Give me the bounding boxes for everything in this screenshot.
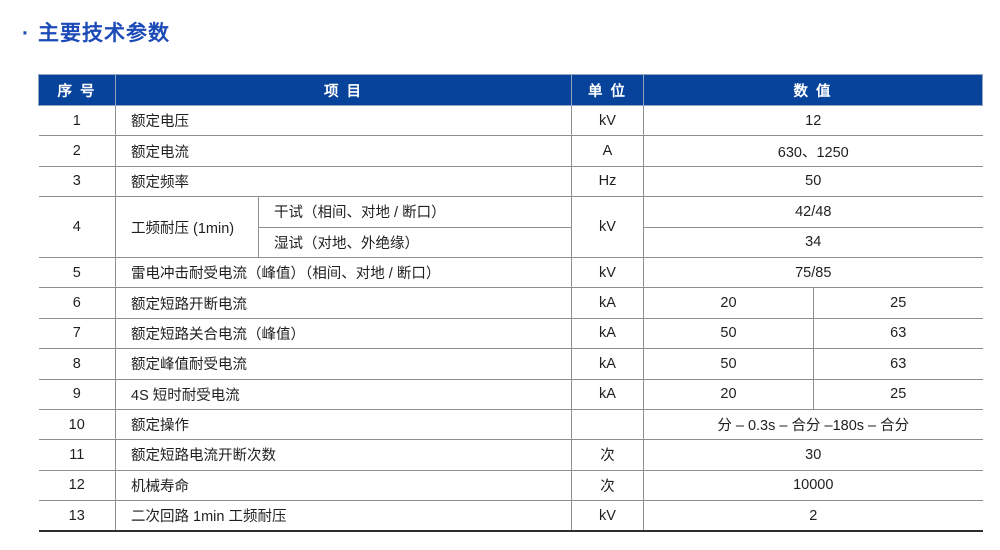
cell-seq: 9: [38, 378, 116, 410]
cell-item: 额定短路电流开断次数: [115, 439, 572, 471]
cell-unit: A: [571, 135, 644, 167]
cell-value-right: 63: [813, 317, 983, 350]
cell-value: 2: [643, 500, 983, 532]
cell-seq: 13: [38, 500, 116, 532]
cell-unit: kA: [571, 348, 644, 380]
cell-unit: kA: [571, 378, 644, 410]
table-row: 7 额定短路关合电流（峰值） kA 50 63: [38, 317, 983, 350]
cell-value: 75/85: [643, 256, 983, 289]
cell-value-left: 50: [643, 317, 814, 350]
cell-value-left: 20: [643, 287, 814, 319]
cell-unit: Hz: [571, 165, 644, 198]
table-header-row: 序 号 项 目 单 位 数 值: [38, 74, 983, 106]
cell-unit: 次: [571, 439, 644, 471]
cell-item: 4S 短时耐受电流: [115, 378, 572, 410]
cell-seq: 10: [38, 408, 116, 441]
header-item: 项 目: [115, 74, 572, 106]
cell-item: 额定频率: [115, 165, 572, 198]
cell-seq: 6: [38, 287, 116, 319]
technical-parameters-table: 序 号 项 目 单 位 数 值 1 额定电压 kV 12 2 额定电流 A 63…: [38, 74, 983, 532]
cell-seq: 1: [38, 104, 116, 137]
cell-item: 额定短路开断电流: [115, 287, 572, 319]
cell-unit: kV: [571, 104, 644, 137]
cell-seq: 11: [38, 439, 116, 471]
header-value: 数 值: [643, 74, 983, 106]
cell-item: 额定电压: [115, 104, 572, 137]
cell-sub-item: 干试（相间、对地 / 断口）: [258, 196, 572, 228]
table-row: 11 额定短路电流开断次数 次 30: [38, 439, 983, 471]
cell-unit: kA: [571, 287, 644, 319]
header-unit: 单 位: [571, 74, 644, 106]
cell-value-right: 25: [813, 287, 983, 319]
table-row: 13 二次回路 1min 工频耐压 kV 2: [38, 500, 983, 532]
cell-value-left: 50: [643, 348, 814, 380]
cell-value: 12: [643, 104, 983, 137]
cell-seq: 8: [38, 348, 116, 380]
cell-value: 630、1250: [643, 135, 983, 167]
page-title-text: 主要技术参数: [38, 22, 170, 45]
table-row: 8 额定峰值耐受电流 kA 50 63: [38, 348, 983, 380]
cell-value: 42/48: [643, 196, 983, 228]
page-title: · 主要技术参数: [22, 17, 170, 47]
cell-value-left: 20: [643, 378, 814, 410]
cell-value-right: 63: [813, 348, 983, 380]
table-row: 6 额定短路开断电流 kA 20 25: [38, 287, 983, 319]
cell-sub-item: 湿试（对地、外绝缘）: [258, 226, 572, 258]
table-row: 4 工频耐压 (1min) 干试（相间、对地 / 断口） kV 42/48: [38, 196, 983, 258]
table-row: 10 额定操作 分 – 0.3s – 合分 –180s – 合分: [38, 408, 983, 441]
cell-item: 额定峰值耐受电流: [115, 348, 572, 380]
cell-unit: kV: [571, 196, 644, 258]
table-row: 1 额定电压 kV 12: [38, 104, 983, 137]
table-row: 湿试（对地、外绝缘） 34: [39, 226, 983, 258]
table-row: 3 额定频率 Hz 50: [38, 165, 983, 198]
cell-seq: 3: [38, 165, 116, 198]
table-row: 12 机械寿命 次 10000: [38, 469, 983, 502]
cell-value-right: 25: [813, 378, 983, 410]
cell-value: 34: [643, 226, 983, 258]
cell-seq: 7: [38, 317, 116, 350]
cell-value: 10000: [643, 469, 983, 502]
cell-unit: kA: [571, 317, 644, 350]
cell-unit: kV: [571, 500, 644, 532]
cell-item: 额定短路关合电流（峰值）: [115, 317, 572, 350]
cell-item: 工频耐压 (1min): [115, 196, 259, 258]
table-row: 5 雷电冲击耐受电流（峰值）（相间、对地 / 断口） kV 75/85: [38, 256, 983, 289]
cell-item: 二次回路 1min 工频耐压: [115, 500, 572, 532]
cell-seq: 2: [38, 135, 116, 167]
cell-value: 30: [643, 439, 983, 471]
cell-seq: 5: [38, 256, 116, 289]
cell-unit: [571, 408, 644, 441]
cell-item: 额定操作: [115, 408, 572, 441]
title-bullet-icon: ·: [22, 22, 30, 45]
cell-unit: kV: [571, 256, 644, 289]
cell-item: 雷电冲击耐受电流（峰值）（相间、对地 / 断口）: [115, 256, 572, 289]
header-seq: 序 号: [38, 74, 116, 106]
cell-seq: 12: [38, 469, 116, 502]
table-row: 9 4S 短时耐受电流 kA 20 25: [38, 378, 983, 410]
cell-unit: 次: [571, 469, 644, 502]
cell-value: 分 – 0.3s – 合分 –180s – 合分: [643, 408, 983, 441]
cell-value: 50: [643, 165, 983, 198]
cell-seq: 4: [38, 196, 116, 258]
table-row: 2 额定电流 A 630、1250: [38, 135, 983, 167]
cell-item: 机械寿命: [115, 469, 572, 502]
cell-item: 额定电流: [115, 135, 572, 167]
